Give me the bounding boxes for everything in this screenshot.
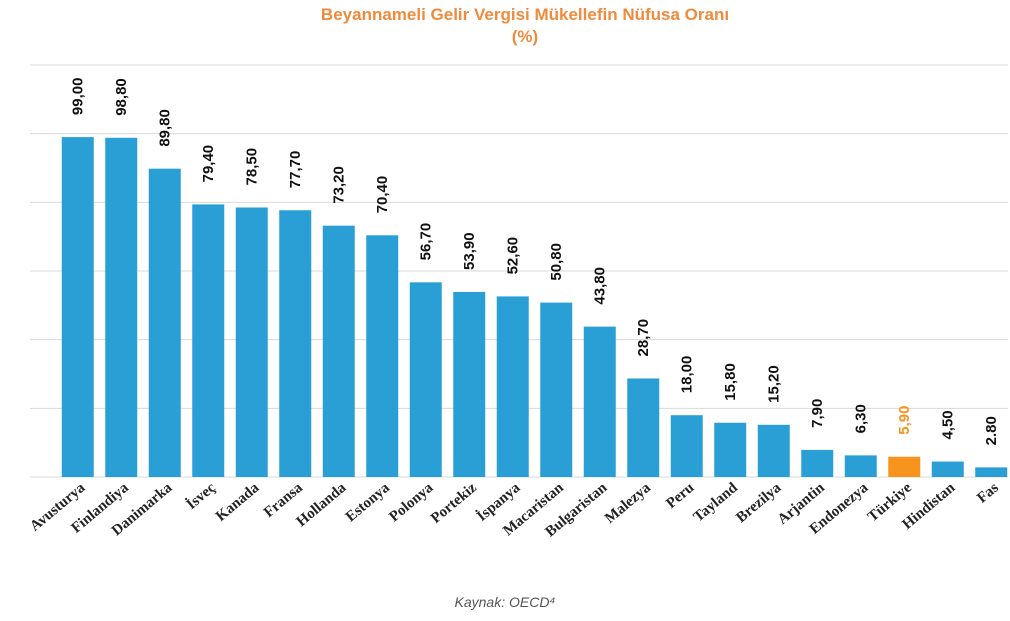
value-label: 5,90 bbox=[896, 406, 913, 435]
value-label: 7,90 bbox=[809, 399, 826, 428]
bar bbox=[409, 282, 442, 477]
x-tick-label: Estonya bbox=[343, 479, 393, 525]
x-tick-label: Fas bbox=[974, 480, 1002, 507]
value-label: 28,70 bbox=[635, 319, 652, 357]
x-tick-label: Kanada bbox=[213, 479, 263, 524]
value-label: 15,80 bbox=[722, 363, 739, 401]
bar bbox=[540, 302, 573, 477]
value-label: 73,20 bbox=[331, 166, 348, 204]
bar bbox=[453, 291, 486, 477]
value-label: 99,00 bbox=[70, 78, 87, 116]
value-label: 43,80 bbox=[592, 267, 609, 305]
bar bbox=[366, 235, 399, 477]
x-tick-label: Hollanda bbox=[294, 479, 350, 530]
bar bbox=[322, 225, 355, 477]
value-label: 52,60 bbox=[505, 237, 522, 275]
bar bbox=[670, 415, 703, 477]
value-label: 89,80 bbox=[157, 109, 174, 147]
bar bbox=[105, 137, 138, 477]
value-label: 98,80 bbox=[113, 78, 130, 116]
chart-title: Beyannameli Gelir Vergisi Mükellefin Nüf… bbox=[320, 5, 730, 46]
x-tick-label: Polonya bbox=[386, 479, 436, 525]
source-note: Kaynak: OECD⁴ bbox=[454, 594, 556, 610]
bar bbox=[279, 210, 312, 478]
bar bbox=[714, 422, 747, 477]
bar bbox=[888, 456, 921, 477]
bar bbox=[496, 296, 529, 477]
bar bbox=[801, 449, 834, 477]
bar bbox=[975, 467, 1008, 477]
x-tick-label: Portekiz bbox=[428, 480, 480, 527]
value-label: 53,90 bbox=[461, 232, 478, 270]
bar bbox=[148, 168, 181, 478]
x-tick-label: Tayland bbox=[691, 479, 742, 525]
x-tick-label: Malezya bbox=[602, 479, 654, 526]
value-label: 70,40 bbox=[374, 176, 391, 214]
value-label: 50,80 bbox=[548, 243, 565, 281]
bar bbox=[627, 378, 660, 477]
bar bbox=[844, 455, 877, 477]
value-label: 15,20 bbox=[766, 365, 783, 403]
x-tick-label: İsveç bbox=[183, 479, 219, 513]
bar bbox=[931, 461, 964, 477]
value-label: 56,70 bbox=[418, 223, 435, 261]
bar bbox=[235, 207, 268, 477]
chart: 99,00Avusturya98,80Finlandiya89,80Danima… bbox=[27, 64, 1008, 540]
value-label: 2.80 bbox=[983, 416, 1000, 445]
bar bbox=[583, 326, 616, 477]
bar bbox=[757, 424, 790, 477]
value-label: 6,30 bbox=[853, 404, 870, 433]
x-tick-label: Peru bbox=[663, 480, 697, 512]
value-label: 78,50 bbox=[244, 148, 261, 186]
value-label: 4,50 bbox=[940, 410, 957, 439]
value-label: 18,00 bbox=[679, 356, 696, 394]
value-label: 77,70 bbox=[287, 151, 304, 189]
bar bbox=[61, 137, 94, 477]
bar bbox=[192, 204, 225, 478]
value-label: 79,40 bbox=[200, 145, 217, 183]
